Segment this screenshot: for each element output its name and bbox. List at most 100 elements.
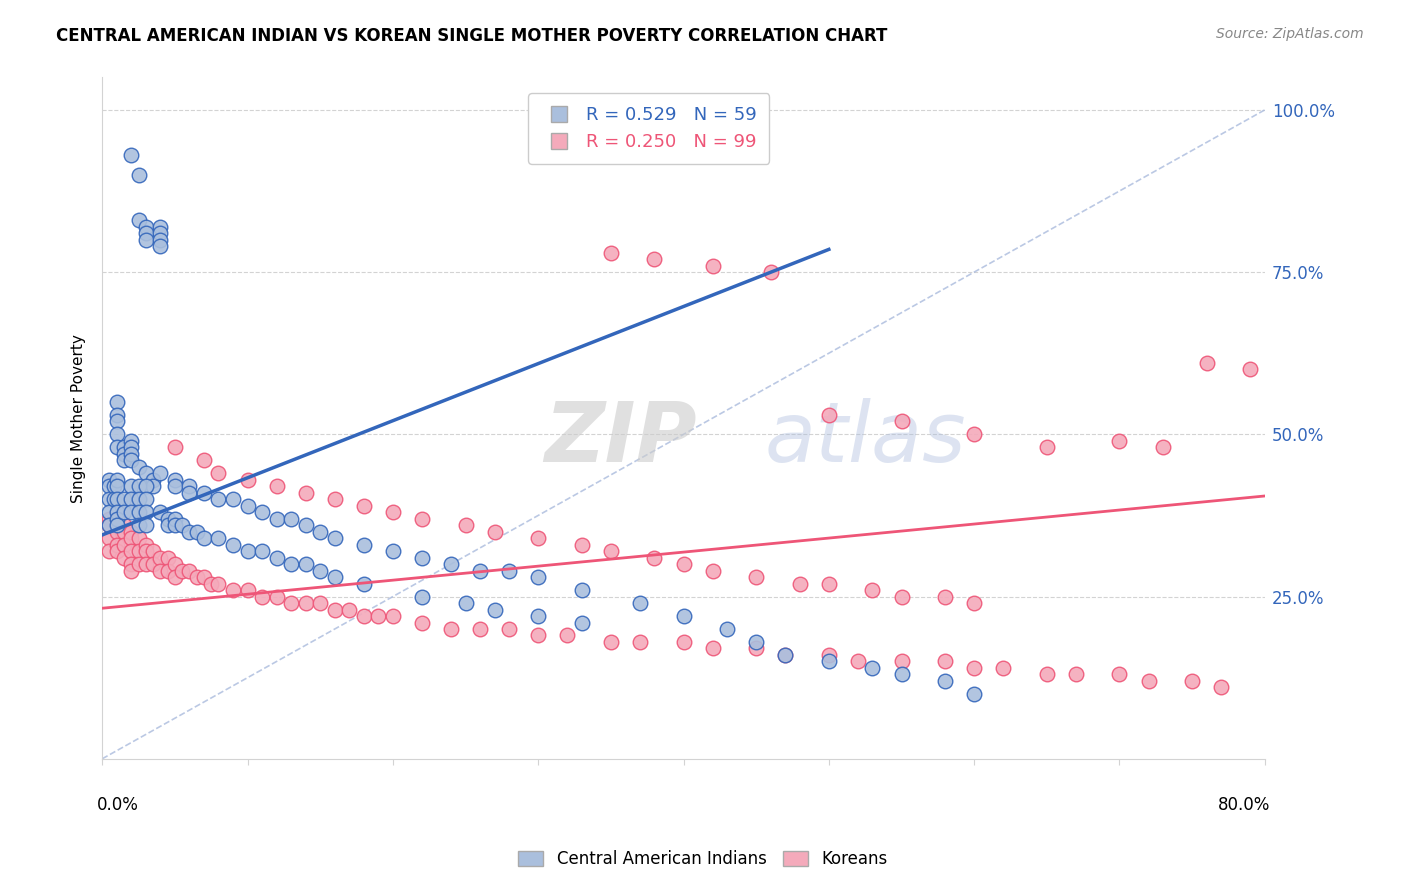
Point — [353, 609, 375, 624]
Point — [963, 596, 986, 610]
Point — [193, 453, 215, 467]
Point — [309, 596, 332, 610]
Point — [993, 661, 1015, 675]
Point — [98, 473, 121, 487]
Point — [818, 408, 841, 422]
Point — [527, 609, 550, 624]
Point — [163, 440, 186, 454]
Point — [156, 518, 179, 533]
Point — [193, 570, 215, 584]
Point — [149, 550, 172, 565]
Point — [250, 590, 273, 604]
Point — [105, 538, 128, 552]
Point — [337, 602, 360, 616]
Point — [105, 518, 128, 533]
Point — [128, 213, 150, 227]
Point — [105, 518, 128, 533]
Point — [105, 511, 128, 525]
Point — [120, 544, 142, 558]
Point — [381, 544, 404, 558]
Point — [702, 259, 724, 273]
Point — [207, 467, 229, 481]
Point — [149, 233, 172, 247]
Point — [862, 583, 884, 598]
Point — [105, 473, 128, 487]
Point — [105, 414, 128, 428]
Point — [1239, 362, 1261, 376]
Point — [135, 219, 157, 234]
Point — [309, 524, 332, 539]
Point — [353, 499, 375, 513]
Point — [411, 590, 433, 604]
Point — [280, 596, 302, 610]
Point — [105, 505, 128, 519]
Point — [120, 531, 142, 545]
Point — [222, 492, 245, 507]
Point — [135, 538, 157, 552]
Point — [105, 524, 128, 539]
Point — [571, 583, 593, 598]
Point — [323, 531, 346, 545]
Point — [128, 531, 150, 545]
Point — [112, 453, 135, 467]
Point — [179, 479, 201, 493]
Point — [135, 518, 157, 533]
Point — [672, 635, 695, 649]
Point — [207, 531, 229, 545]
Point — [120, 148, 142, 162]
Point — [1036, 667, 1059, 681]
Point — [498, 622, 520, 636]
Point — [963, 661, 986, 675]
Point — [163, 557, 186, 571]
Point — [818, 648, 841, 662]
Point — [112, 505, 135, 519]
Point — [207, 576, 229, 591]
Point — [120, 492, 142, 507]
Point — [98, 511, 121, 525]
Point — [120, 479, 142, 493]
Point — [149, 467, 172, 481]
Point — [128, 557, 150, 571]
Point — [156, 511, 179, 525]
Point — [236, 473, 259, 487]
Point — [163, 479, 186, 493]
Point — [236, 583, 259, 598]
Point — [468, 564, 491, 578]
Point — [186, 524, 208, 539]
Legend: R = 0.529   N = 59, R = 0.250   N = 99: R = 0.529 N = 59, R = 0.250 N = 99 — [529, 94, 769, 163]
Point — [440, 557, 463, 571]
Point — [120, 524, 142, 539]
Point — [745, 635, 768, 649]
Point — [353, 576, 375, 591]
Point — [411, 550, 433, 565]
Text: CENTRAL AMERICAN INDIAN VS KOREAN SINGLE MOTHER POVERTY CORRELATION CHART: CENTRAL AMERICAN INDIAN VS KOREAN SINGLE… — [56, 27, 887, 45]
Point — [353, 538, 375, 552]
Point — [280, 511, 302, 525]
Point — [98, 492, 121, 507]
Text: atlas: atlas — [765, 398, 966, 479]
Point — [105, 479, 128, 493]
Point — [672, 609, 695, 624]
Point — [120, 434, 142, 448]
Point — [294, 518, 316, 533]
Point — [411, 511, 433, 525]
Point — [862, 661, 884, 675]
Point — [890, 414, 912, 428]
Point — [555, 628, 578, 642]
Y-axis label: Single Mother Poverty: Single Mother Poverty — [72, 334, 86, 502]
Point — [571, 615, 593, 630]
Point — [105, 440, 128, 454]
Text: ZIP: ZIP — [544, 398, 696, 479]
Point — [156, 564, 179, 578]
Point — [112, 440, 135, 454]
Point — [172, 564, 194, 578]
Point — [323, 602, 346, 616]
Point — [818, 655, 841, 669]
Point — [527, 628, 550, 642]
Point — [527, 570, 550, 584]
Point — [128, 544, 150, 558]
Point — [98, 518, 121, 533]
Point — [628, 596, 651, 610]
Point — [105, 427, 128, 442]
Point — [1108, 434, 1130, 448]
